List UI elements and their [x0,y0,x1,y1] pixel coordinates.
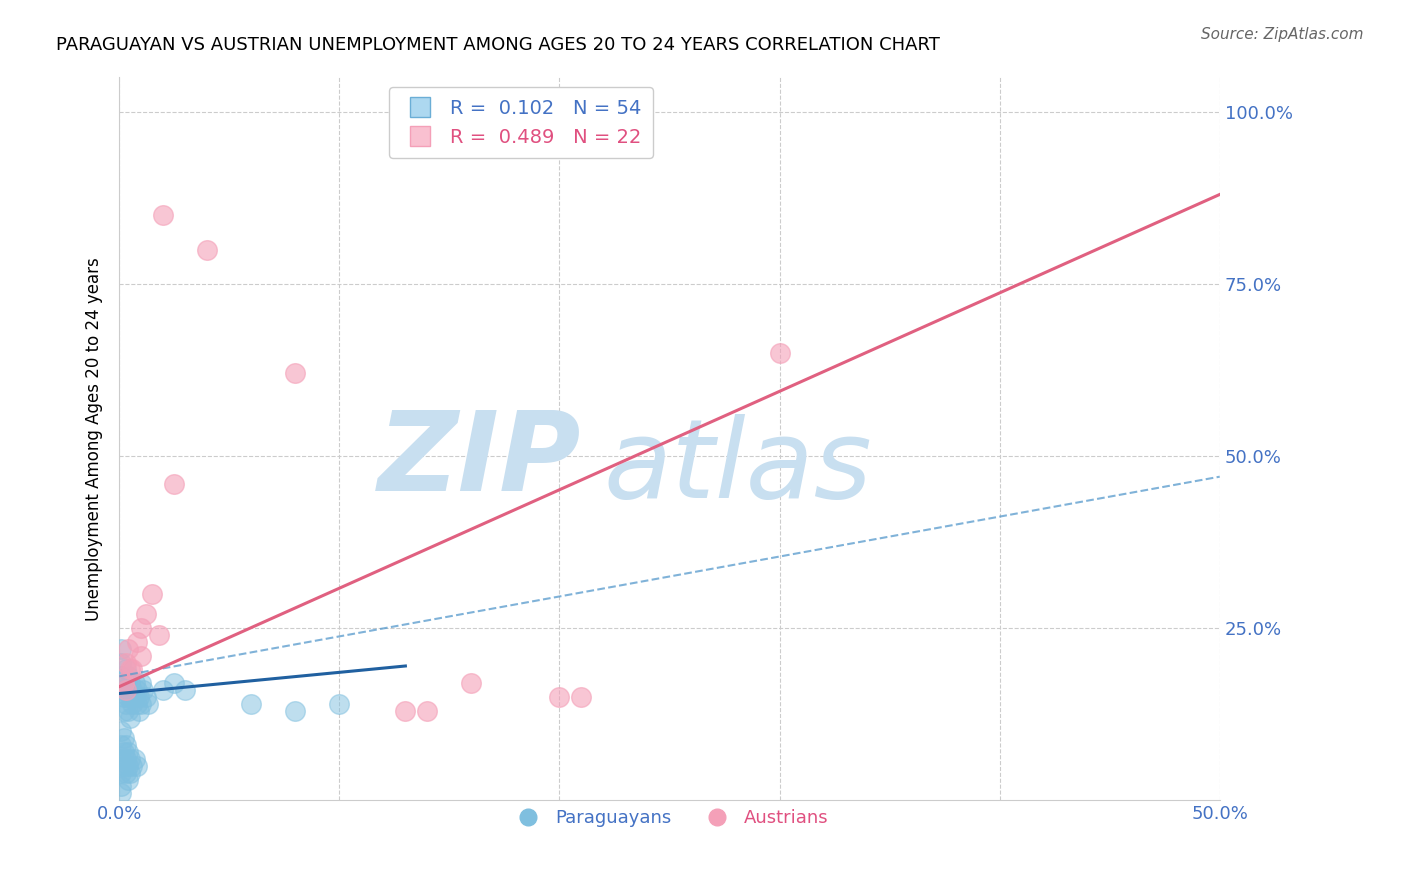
Point [135,690,157,704]
Legend: Paraguayans, Austrians: Paraguayans, Austrians [503,802,835,835]
Point [148,628,170,642]
Point [174,683,197,698]
Point [110,656,132,670]
Point [110,669,132,683]
Point [129,697,152,711]
Point [124,690,146,704]
Point [121,697,143,711]
Point [328,697,350,711]
Point [768,345,790,359]
Point [129,648,152,663]
Point [115,765,138,780]
Point [284,704,307,718]
Point [110,641,132,656]
Point [129,621,152,635]
Point [163,676,186,690]
Text: atlas: atlas [603,414,872,521]
Point [115,662,138,676]
Point [128,704,150,718]
Point [163,476,186,491]
Point [125,759,148,773]
Point [117,759,139,773]
Point [110,752,132,766]
Point [115,697,138,711]
Point [195,243,218,257]
Point [112,690,135,704]
Point [115,752,138,766]
Point [121,759,143,773]
Point [120,711,142,725]
Point [121,683,143,698]
Point [125,683,148,698]
Y-axis label: Unemployment Among Ages 20 to 24 years: Unemployment Among Ages 20 to 24 years [86,257,103,621]
Point [110,724,132,739]
Point [110,738,132,752]
Point [112,676,135,690]
Point [120,662,142,676]
Point [112,731,135,746]
Point [120,765,142,780]
Point [112,676,135,690]
Point [548,690,571,704]
Point [571,690,593,704]
Point [117,669,139,683]
Point [117,745,139,759]
Point [141,587,163,601]
Point [460,676,482,690]
Point [110,765,132,780]
Point [152,683,174,698]
Point [115,738,138,752]
Point [115,683,138,698]
Point [416,704,439,718]
Point [394,704,416,718]
Point [112,704,135,718]
Point [124,752,146,766]
Point [152,208,174,222]
Point [284,367,307,381]
Point [135,607,157,622]
Point [117,641,139,656]
Point [112,759,135,773]
Point [121,662,143,676]
Point [125,635,148,649]
Point [240,697,263,711]
Point [110,780,132,794]
Point [117,772,139,787]
Text: Source: ZipAtlas.com: Source: ZipAtlas.com [1201,27,1364,42]
Text: PARAGUAYAN VS AUSTRIAN UNEMPLOYMENT AMONG AGES 20 TO 24 YEARS CORRELATION CHART: PARAGUAYAN VS AUSTRIAN UNEMPLOYMENT AMON… [56,36,941,54]
Point [132,683,155,698]
Text: ZIP: ZIP [378,407,582,514]
Point [115,656,138,670]
Point [110,786,132,800]
Point [125,697,148,711]
Point [120,752,142,766]
Point [120,690,142,704]
Point [128,690,150,704]
Point [115,683,138,698]
Point [129,676,152,690]
Point [117,704,139,718]
Point [112,745,135,759]
Point [124,676,146,690]
Point [120,676,142,690]
Point [117,690,139,704]
Point [136,697,159,711]
